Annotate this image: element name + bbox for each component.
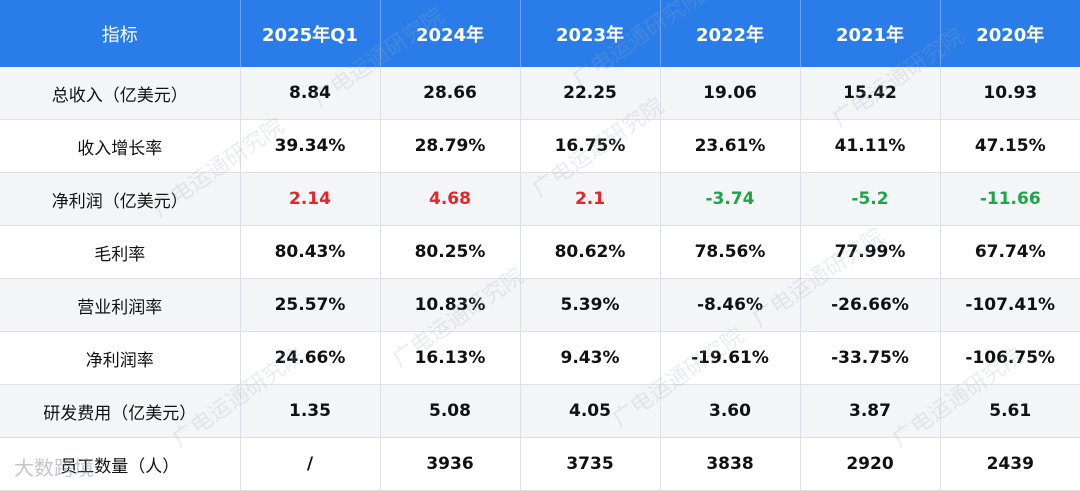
table-cell: 4.05 (520, 384, 661, 438)
table-cell: 5.61 (940, 384, 1080, 438)
header-cell: 2020年 (940, 0, 1080, 67)
header-cell: 2025年Q1 (240, 0, 381, 67)
row-label: 总收入（亿美元） (0, 67, 241, 120)
table-body: 总收入（亿美元） 8.84 28.66 22.25 19.06 15.42 10.93 收入增… (0, 67, 1080, 491)
table-cell: 47.15% (940, 119, 1080, 173)
table-row: 员工数量（人）/3936 3735 3838 2920 2439 (0, 437, 1080, 491)
table-cell: 10.93 (940, 67, 1080, 120)
table-row: 净利润率 24.66% 16.13% 9.43% -19.61% -33.75% -106.… (0, 331, 1080, 385)
table-row: 研发费用（亿美元） 1.35 5.08 4.05 3.60 3.87 5.61 (0, 384, 1080, 438)
table-cell: 16.13% (380, 331, 521, 385)
table-cell: 67.74% (940, 225, 1080, 279)
table-row: 净利润（亿美元） 2.14 4.68 2.1 -3.74 -5.2 -11.66 (0, 172, 1080, 226)
header-cell: 2022年 (660, 0, 801, 67)
table-cell: 19.06 (660, 67, 801, 120)
table-cell: -8.46% (660, 278, 801, 332)
table-cell: 23.61% (660, 119, 801, 173)
table-cell: 4.68 (380, 172, 521, 226)
table-cell: 41.11% (800, 119, 941, 173)
table-cell: 9.43% (520, 331, 661, 385)
table-row: 营业利润率 25.57% 10.83% 5.39% -8.46% -26.66% -107.… (0, 278, 1080, 332)
header-cell: 2023年 (520, 0, 661, 67)
table-cell: -106.75% (940, 331, 1080, 385)
row-label: 毛利率 (0, 225, 241, 279)
header-cell: 2024年 (380, 0, 521, 67)
table-cell: 3.60 (660, 384, 801, 438)
table-cell: 10.83% (380, 278, 521, 332)
row-label: 员工数量（人） (0, 437, 241, 491)
table-cell: 22.25 (520, 67, 661, 120)
table-cell: -3.74 (660, 172, 801, 226)
table-cell: 80.43% (240, 225, 381, 279)
table-cell: -5.2 (800, 172, 941, 226)
table-cell: 3838 (660, 437, 801, 491)
table-cell: -19.61% (660, 331, 801, 385)
table-cell: 78.56% (660, 225, 801, 279)
header-row: 指标 2025年Q1 2024年 2023年 2022年 2021年 2020年 (0, 0, 1080, 67)
table-cell: 16.75% (520, 119, 661, 173)
table-cell: 8.84 (240, 67, 381, 120)
table-cell: -26.66% (800, 278, 941, 332)
header-cell: 指标 (0, 0, 241, 67)
table-cell: 3735 (520, 437, 661, 491)
table-cell: 80.62% (520, 225, 661, 279)
row-label: 研发费用（亿美元） (0, 384, 241, 438)
table-row: 总收入（亿美元） 8.84 28.66 22.25 19.06 15.42 10.93 (0, 67, 1080, 120)
row-label: 净利润（亿美元） (0, 172, 241, 226)
header-cell: 2021年 (800, 0, 941, 67)
table-cell: 3.87 (800, 384, 941, 438)
table-cell: 80.25% (380, 225, 521, 279)
table-cell: 2.14 (240, 172, 381, 226)
table-cell: 28.79% (380, 119, 521, 173)
table-cell: -107.41% (940, 278, 1080, 332)
table-cell: 1.35 (240, 384, 381, 438)
table-cell: -11.66 (940, 172, 1080, 226)
row-label: 净利润率 (0, 331, 241, 385)
row-label: 收入增长率 (0, 119, 241, 173)
table-cell: 77.99% (800, 225, 941, 279)
table-cell: 3936 (380, 437, 521, 491)
table-cell: / (240, 437, 381, 491)
table-cell: 2.1 (520, 172, 661, 226)
table-cell: 2439 (940, 437, 1080, 491)
table-cell: 28.66 (380, 67, 521, 120)
row-label: 营业利润率 (0, 278, 241, 332)
table-cell: 15.42 (800, 67, 941, 120)
table-cell: 2920 (800, 437, 941, 491)
table-row: 收入增长率 39.34% 28.79% 16.75% 23.61% 41.11% 47.15… (0, 119, 1080, 173)
table-cell: 5.08 (380, 384, 521, 438)
table-cell: 25.57% (240, 278, 381, 332)
table-cell: -33.75% (800, 331, 941, 385)
table-row: 毛利率 80.43% 80.25% 80.62% 78.56% 77.99% 67.74% (0, 225, 1080, 279)
table-cell: 5.39% (520, 278, 661, 332)
table-cell: 39.34% (240, 119, 381, 173)
table-cell: 24.66% (240, 331, 381, 385)
